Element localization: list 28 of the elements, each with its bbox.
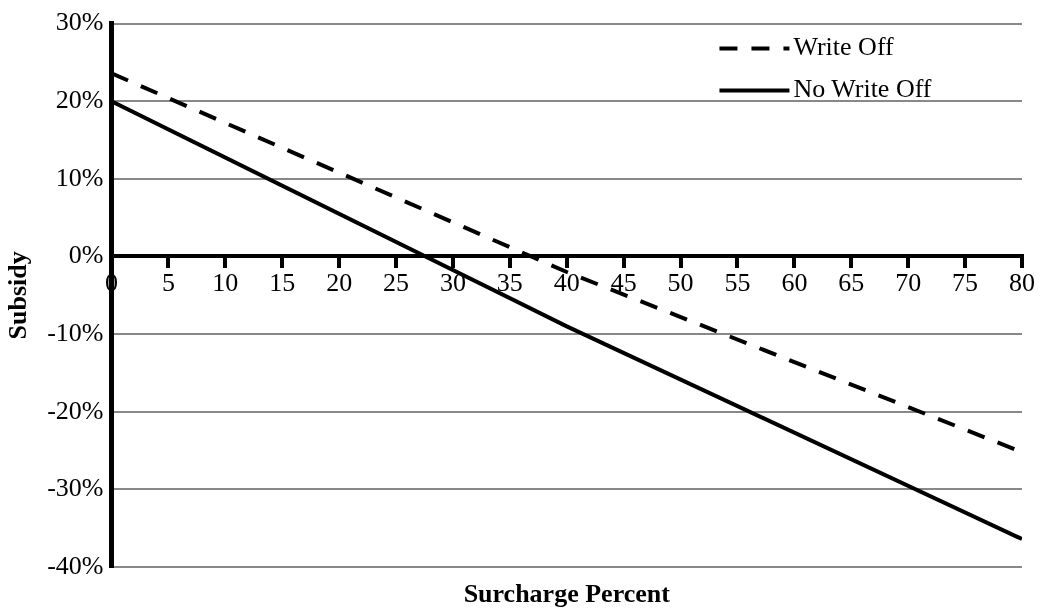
y-axis-title: Subsidy [3,251,33,340]
x-tick-label: 75 [952,267,979,297]
x-tick-label: 65 [838,267,865,297]
x-tick-label: 15 [269,267,296,297]
x-tick-label: 25 [383,267,410,297]
y-tick-label: 30% [55,7,104,37]
y-tick-label: -30% [47,473,104,503]
y-tick-label: -40% [47,550,104,580]
x-axis-title: Surcharge Percent [463,578,671,608]
x-tick-label: 45 [610,267,637,297]
x-tick-label: 50 [667,267,694,297]
x-tick-label: 5 [161,267,175,297]
x-tick-label: 80 [1009,267,1035,297]
x-tick-label: 30 [439,267,466,297]
y-tick-label: 0% [68,240,104,270]
legend-label: Write Off [793,32,895,62]
legend-label: No Write Off [793,74,932,104]
x-tick-label: 10 [212,267,239,297]
x-tick-label: 70 [895,267,922,297]
y-tick-label: 20% [55,85,104,115]
x-tick-label: 20 [326,267,353,297]
y-tick-label: -10% [47,317,104,347]
x-tick-label: 55 [724,267,751,297]
y-tick-label: -20% [47,395,104,425]
x-tick-label: 35 [496,267,523,297]
y-tick-label: 10% [55,162,104,192]
x-tick-label: 40 [553,267,580,297]
x-tick-label: 60 [781,267,808,297]
